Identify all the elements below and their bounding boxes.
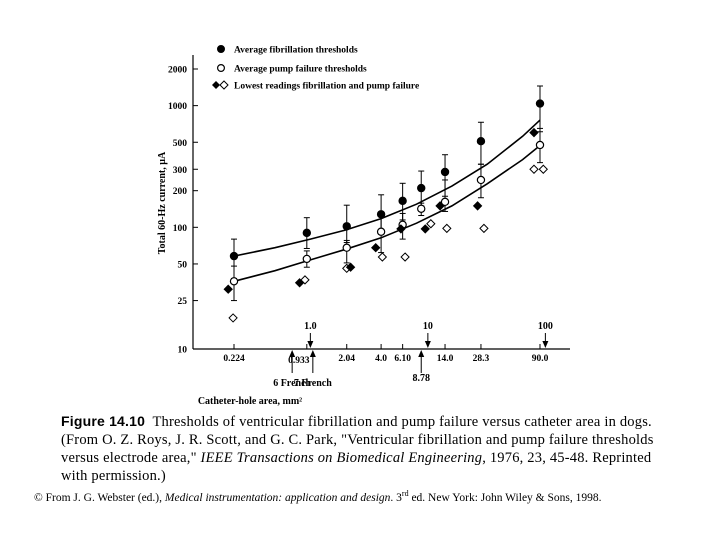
x-tick-label: 14.0: [437, 354, 454, 364]
legend-circle-icon: [217, 44, 226, 53]
x-marker-below-label: 6 French: [273, 378, 311, 389]
lowest-reading-filled-diamond: [371, 242, 381, 253]
x-tick-label: 28.3: [473, 354, 490, 364]
fibrillation-point: [398, 196, 407, 206]
copyright-suffix: ed. New York: John Wiley & Sons, 1998.: [408, 491, 602, 504]
x-marker-below-arrowhead: [309, 350, 316, 357]
lowest-reading-filled-diamond: [223, 284, 233, 294]
y-tick-label: 25: [178, 297, 188, 307]
fibrillation-fit-curve: [233, 119, 541, 257]
x-marker-label: 1.0: [304, 321, 317, 332]
lowest-reading-open-diamond: [400, 252, 410, 262]
x-marker-below-arrowhead: [289, 350, 296, 357]
fibrillation-point: [342, 222, 351, 231]
pump-failure-point: [476, 175, 486, 185]
caption-text: Thresholds of ventricular fibrillation a…: [61, 414, 654, 466]
fibrillation-point: [302, 228, 312, 238]
legend-circle-icon: [217, 63, 226, 72]
lowest-reading-filled-diamond: [420, 224, 430, 234]
x-marker-below-label: 8.78: [412, 373, 430, 384]
x-marker-below-label: 7 French: [294, 378, 332, 389]
x-marker-arrowhead: [424, 341, 431, 348]
caption-text-end: , 1976, 23, 45-48. Reprinted with permis…: [61, 450, 652, 484]
x-axis-title: Catheter-hole area, mm²: [198, 396, 302, 407]
y-tick-label: 300: [173, 166, 188, 176]
lowest-reading-filled-diamond: [435, 201, 445, 211]
pump-failure-point: [342, 243, 351, 252]
figure-caption: Figure 14.10 Thresholds of ventricular f…: [61, 412, 661, 485]
chart: 10 25 50 100 200 300 500 1000 2000 0.224 0.933 2.04…: [157, 44, 570, 407]
x-marker-label: 10: [423, 321, 433, 332]
fibrillation-point: [229, 251, 239, 261]
legend-label: Lowest readings fibrillation and pump fa…: [234, 82, 419, 92]
fibrillation-point: [440, 167, 450, 177]
pump-failure-point: [376, 227, 386, 236]
lowest-reading-filled-diamond: [472, 201, 483, 211]
lowest-reading-open-diamond: [377, 252, 388, 262]
figure-label: Figure 14.10: [61, 413, 146, 429]
legend-filled-diamond-icon: [212, 81, 220, 89]
x-marker-arrowhead: [542, 341, 549, 348]
fibrillation-point: [476, 137, 486, 146]
lowest-reading-filled-diamond: [345, 262, 356, 272]
copyright-prefix: © From J. G. Webster (ed.),: [34, 491, 165, 504]
lowest-reading-open-diamond: [228, 313, 238, 323]
pump-fit-curve: [233, 144, 541, 283]
pump-failure-point: [535, 140, 545, 150]
copyright-edition: . 3: [390, 491, 402, 504]
caption-journal: IEEE Transactions on Biomedical Engineer…: [200, 450, 483, 466]
x-tick-label: 0.224: [223, 354, 245, 364]
lowest-reading-filled-diamond: [396, 224, 406, 234]
fibrillation-point: [535, 99, 545, 108]
x-marker-arrowhead: [307, 341, 314, 348]
legend-open-diamond-icon: [219, 80, 229, 90]
copyright-edition-sup: rd: [401, 489, 409, 498]
y-tick-label: 100: [173, 224, 188, 234]
lowest-reading-open-diamond: [529, 164, 539, 174]
y-tick-label: 50: [178, 260, 188, 270]
copyright-book: Medical instrumentation: application and…: [164, 491, 391, 504]
y-axis-title: Total 60-Hz current, µA: [157, 151, 168, 254]
x-tick-label: 2.04: [338, 354, 355, 364]
x-tick-label: 90.0: [532, 354, 549, 364]
x-marker-below-arrowhead: [418, 350, 425, 357]
lowest-reading-filled-diamond: [529, 127, 539, 138]
lowest-reading-open-diamond: [538, 164, 549, 174]
lowest-reading-open-diamond: [479, 223, 489, 234]
y-tick-label: 1000: [168, 102, 187, 112]
pump-failure-point: [302, 254, 312, 264]
lowest-reading-open-diamond: [300, 275, 310, 285]
x-tick-label: 6.10: [394, 354, 411, 364]
y-tick-label: 10: [178, 346, 188, 356]
x-tick-label: 0.933: [288, 356, 310, 366]
copyright-line: © From J. G. Webster (ed.), Medical inst…: [34, 489, 714, 504]
x-tick-label: 4.0: [375, 354, 387, 364]
pump-failure-point: [229, 277, 239, 286]
x-marker-label: 100: [538, 321, 553, 332]
y-tick-label: 2000: [168, 66, 187, 76]
pump-failure-point: [440, 197, 450, 207]
y-tick-label: 500: [173, 139, 188, 149]
y-tick-label: 200: [173, 187, 188, 197]
pump-failure-point: [417, 204, 426, 213]
lowest-reading-open-diamond: [442, 223, 452, 234]
legend-label: Average pump failure thresholds: [234, 65, 367, 75]
legend-label: Average fibrillation thresholds: [234, 46, 358, 56]
fibrillation-point: [417, 183, 426, 193]
lowest-reading-open-diamond: [426, 219, 436, 229]
